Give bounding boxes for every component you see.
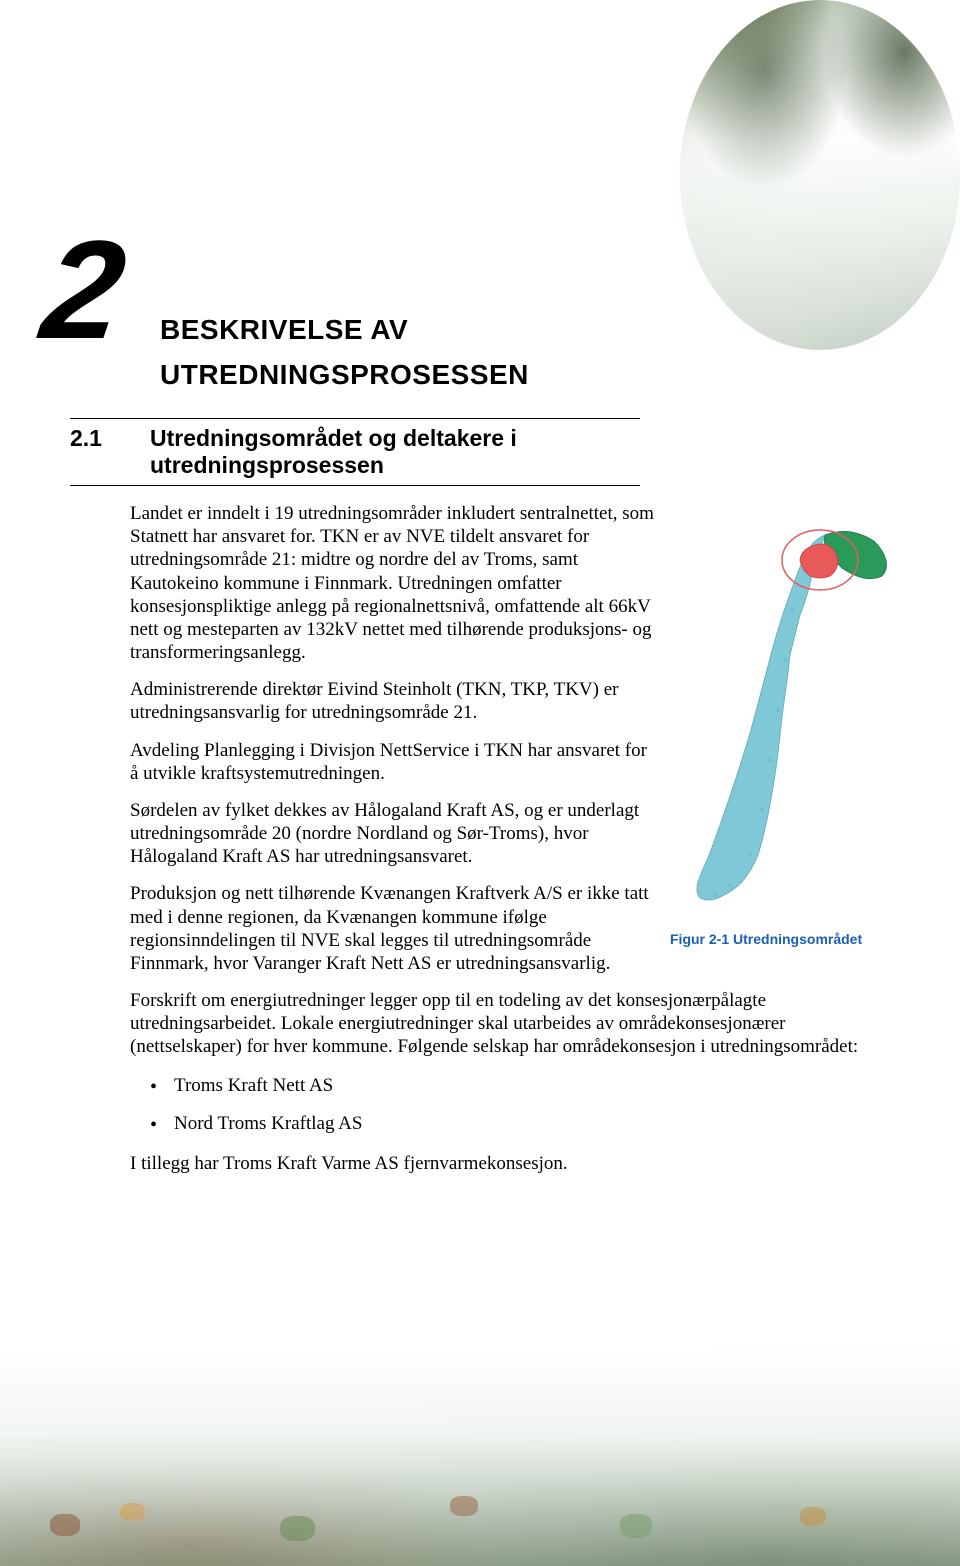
rock (120, 1503, 145, 1521)
paragraph-1: Landet er inndelt i 19 utredningsområder… (130, 502, 660, 664)
section-title: Utredningsområdet og deltakere i utredni… (150, 425, 640, 479)
paragraph-5: Produksjon og nett tilhørende Kvænangen … (130, 882, 660, 975)
rock (280, 1516, 315, 1541)
rock (50, 1514, 80, 1536)
waterfall-photo-top (680, 0, 960, 350)
paragraph-6: Forskrift om energiutredninger legger op… (130, 989, 900, 1059)
company-list: Troms Kraft Nett AS Nord Troms Kraftlag … (150, 1073, 900, 1138)
norway-body (697, 535, 825, 900)
rock (800, 1507, 826, 1526)
chapter-title-line1: BESKRIVELSE AV (160, 314, 408, 345)
chapter-number: 2 (35, 220, 133, 360)
full-width-column: Forskrift om energiutredninger legger op… (130, 989, 900, 1175)
waterfall-texture (680, 0, 960, 350)
paragraph-3: Avdeling Planlegging i Divisjon NettServ… (130, 739, 660, 785)
section-header: 2.1 Utredningsområdet og deltakere i utr… (70, 418, 640, 486)
figure-map-container: Figur 2-1 Utredningsområdet (670, 500, 895, 947)
list-item: Nord Troms Kraftlag AS (150, 1111, 900, 1138)
chapter-title-line2: UTREDNINGSPROSESSEN (160, 359, 529, 390)
list-item: Troms Kraft Nett AS (150, 1073, 900, 1100)
paragraph-4: Sørdelen av fylket dekkes av Hålogaland … (130, 799, 660, 869)
paragraph-2: Administrerende direktør Eivind Steinhol… (130, 678, 660, 724)
section-number: 2.1 (70, 425, 150, 479)
rock-spots (0, 1476, 960, 1556)
river-photo-bottom (0, 1346, 960, 1566)
rock (450, 1496, 478, 1516)
chapter-title: BESKRIVELSE AV UTREDNINGSPROSESSEN (160, 308, 529, 398)
left-column: Landet er inndelt i 19 utredningsområder… (130, 502, 660, 975)
rock (620, 1514, 652, 1538)
norway-map-svg (670, 500, 895, 920)
figure-caption: Figur 2-1 Utredningsområdet (670, 931, 895, 947)
paragraph-7: I tillegg har Troms Kraft Varme AS fjern… (130, 1152, 900, 1175)
